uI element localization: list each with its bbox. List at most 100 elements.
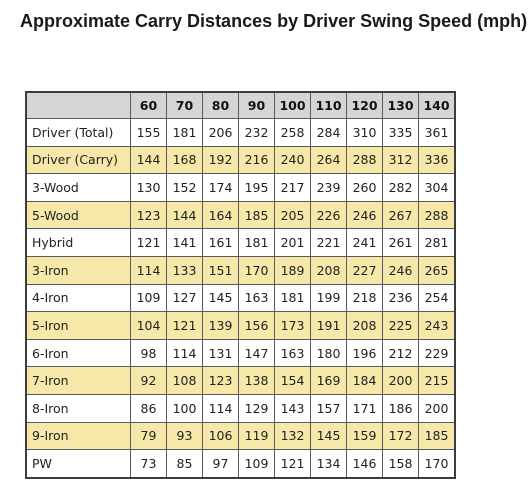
carry-distance-cell: 73 [130, 449, 167, 479]
carry-distance-cell: 168 [166, 145, 203, 175]
table-row: 3-Iron 114 133 151 170 189 208 227 246 265 [25, 255, 456, 285]
carry-distance-cell: 212 [382, 338, 419, 368]
carry-distance-cell: 144 [130, 145, 167, 175]
carry-distance-cell: 304 [418, 173, 456, 202]
swing-speed-header: 120 [346, 91, 383, 119]
carry-distance-cell: 199 [310, 283, 347, 313]
table-row: 3-Wood 130 152 174 195 217 239 260 282 304 [25, 173, 456, 202]
club-name-cell: 7-Iron [25, 366, 131, 395]
table-row: Hybrid 121 141 161 181 201 221 241 261 281 [25, 228, 456, 257]
carry-distance-cell: 86 [130, 393, 167, 423]
carry-distance-cell: 163 [238, 283, 275, 313]
carry-distance-cell: 185 [238, 200, 275, 230]
carry-distance-cell: 200 [382, 366, 419, 395]
carry-distance-cell: 146 [346, 449, 383, 479]
carry-distance-cell: 97 [202, 449, 239, 479]
carry-distance-cell: 191 [310, 311, 347, 340]
carry-distance-cell: 227 [346, 255, 383, 285]
table-row: 5-Wood 123 144 164 185 205 226 246 267 288 [25, 200, 456, 230]
carry-distance-cell: 152 [166, 173, 203, 202]
swing-speed-header: 90 [238, 91, 275, 119]
carry-distance-cell: 288 [346, 145, 383, 175]
carry-distance-cell: 92 [130, 366, 167, 395]
swing-speed-header: 140 [418, 91, 456, 119]
carry-distance-cell: 170 [238, 255, 275, 285]
club-name-cell: 6-Iron [25, 338, 131, 368]
club-name-cell: Driver (Carry) [25, 145, 131, 175]
club-name-cell: 5-Wood [25, 200, 131, 230]
carry-distance-cell: 109 [130, 283, 167, 313]
carry-distance-cell: 119 [238, 421, 275, 451]
carry-distance-cell: 246 [382, 255, 419, 285]
carry-distance-cell: 264 [310, 145, 347, 175]
carry-distance-cell: 109 [238, 449, 275, 479]
carry-distance-cell: 189 [274, 255, 311, 285]
carry-distance-cell: 205 [274, 200, 311, 230]
carry-distance-cell: 164 [202, 200, 239, 230]
club-name-cell: 9-Iron [25, 421, 131, 451]
carry-distance-cell: 133 [166, 255, 203, 285]
carry-distance-cell: 145 [310, 421, 347, 451]
carry-distance-cell: 258 [274, 118, 311, 147]
carry-distance-cell: 180 [310, 338, 347, 368]
carry-distance-table: 60 70 80 90 100 110 120 130 140 Driver (Total) 15… [25, 91, 456, 479]
carry-distance-cell: 121 [130, 228, 167, 257]
carry-distance-cell: 100 [166, 393, 203, 423]
carry-distance-cell: 312 [382, 145, 419, 175]
carry-distance-cell: 254 [418, 283, 456, 313]
carry-distance-cell: 361 [418, 118, 456, 147]
carry-distance-cell: 114 [202, 393, 239, 423]
club-name-cell: Hybrid [25, 228, 131, 257]
carry-distance-cell: 192 [202, 145, 239, 175]
carry-distance-cell: 127 [166, 283, 203, 313]
carry-distance-cell: 157 [310, 393, 347, 423]
carry-distance-cell: 161 [202, 228, 239, 257]
carry-distance-cell: 114 [130, 255, 167, 285]
carry-distance-cell: 229 [418, 338, 456, 368]
carry-distance-cell: 184 [346, 366, 383, 395]
carry-distance-cell: 123 [202, 366, 239, 395]
carry-distance-cell: 143 [274, 393, 311, 423]
carry-distance-cell: 121 [166, 311, 203, 340]
carry-distance-cell: 288 [418, 200, 456, 230]
carry-distance-cell: 185 [418, 421, 456, 451]
carry-distance-cell: 104 [130, 311, 167, 340]
carry-distance-cell: 284 [310, 118, 347, 147]
carry-distance-cell: 144 [166, 200, 203, 230]
carry-distance-cell: 241 [346, 228, 383, 257]
carry-distance-cell: 239 [310, 173, 347, 202]
carry-distance-cell: 216 [238, 145, 275, 175]
carry-distance-cell: 267 [382, 200, 419, 230]
table-row: 8-Iron 86 100 114 129 143 157 171 186 200 [25, 393, 456, 423]
carry-distance-cell: 114 [166, 338, 203, 368]
carry-distance-cell: 335 [382, 118, 419, 147]
carry-distance-cell: 158 [382, 449, 419, 479]
club-name-cell: 5-Iron [25, 311, 131, 340]
carry-distance-cell: 195 [238, 173, 275, 202]
carry-distance-cell: 145 [202, 283, 239, 313]
swing-speed-header: 110 [310, 91, 347, 119]
carry-distance-cell: 208 [346, 311, 383, 340]
carry-distance-cell: 108 [166, 366, 203, 395]
carry-distance-cell: 186 [382, 393, 419, 423]
carry-distance-cell: 236 [382, 283, 419, 313]
carry-distance-cell: 123 [130, 200, 167, 230]
club-name-cell: 3-Iron [25, 255, 131, 285]
carry-distance-cell: 93 [166, 421, 203, 451]
carry-distance-cell: 225 [382, 311, 419, 340]
carry-distance-cell: 181 [166, 118, 203, 147]
carry-distance-cell: 218 [346, 283, 383, 313]
carry-distance-cell: 246 [346, 200, 383, 230]
carry-distance-cell: 159 [346, 421, 383, 451]
carry-distance-cell: 121 [274, 449, 311, 479]
carry-distance-cell: 173 [274, 311, 311, 340]
table-row: Driver (Carry) 144 168 192 216 240 264 288 312 33… [25, 145, 456, 175]
club-name-cell: PW [25, 449, 131, 479]
carry-distance-cell: 130 [130, 173, 167, 202]
carry-distance-cell: 155 [130, 118, 167, 147]
carry-distance-cell: 129 [238, 393, 275, 423]
carry-distance-cell: 106 [202, 421, 239, 451]
carry-distance-cell: 221 [310, 228, 347, 257]
carry-distance-cell: 147 [238, 338, 275, 368]
carry-distance-cell: 139 [202, 311, 239, 340]
